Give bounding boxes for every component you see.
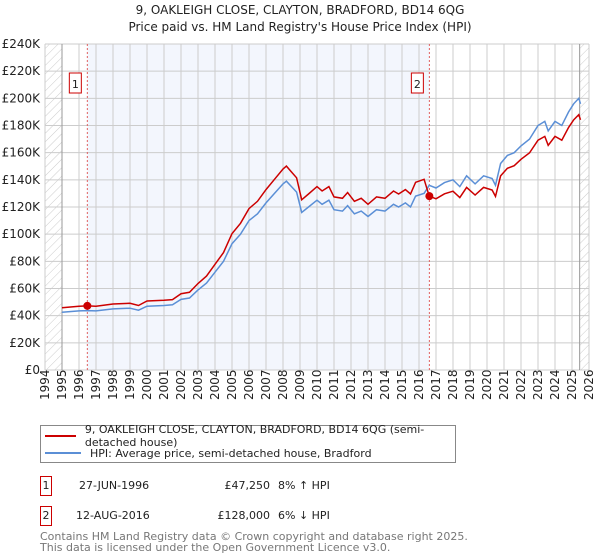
- sale-badge: 1: [40, 476, 52, 496]
- x-tick-label: 2021: [497, 369, 511, 400]
- sale-label: 1: [72, 78, 79, 91]
- x-tick-label: 2010: [310, 369, 324, 400]
- x-tick-label: 2013: [361, 369, 375, 400]
- x-tick-label: 1996: [72, 369, 86, 400]
- x-tick-label: 1997: [89, 369, 103, 400]
- legend-swatch-red: [45, 435, 76, 437]
- legend-label: HPI: Average price, semi-detached house,…: [90, 446, 372, 460]
- x-tick-label: 2001: [157, 369, 171, 400]
- legend-swatch-blue: [45, 452, 81, 454]
- x-tick-label: 2002: [174, 369, 188, 400]
- y-tick-label: £80K: [9, 254, 41, 268]
- sale-price: £47,250: [224, 479, 271, 492]
- x-tick-label: 2019: [463, 369, 477, 400]
- x-tick-label: 2026: [582, 369, 596, 400]
- x-tick-label: 2014: [378, 369, 392, 400]
- sale-row-1: 1 27-JUN-1996 £47,250 8% ↑ HPI: [40, 476, 600, 496]
- x-tick-label: 2015: [395, 369, 409, 400]
- hpi-line: [61, 96, 582, 314]
- price-chart: 1994 1995 1996 1997 1998 1999 2000 2001 2002 2003…: [2, 37, 596, 400]
- x-tick-label: 1995: [55, 369, 69, 400]
- legend-item-property: 9, OAKLEIGH CLOSE, CLAYTON, BRADFORD, BD…: [45, 423, 455, 449]
- chart-legend: 9, OAKLEIGH CLOSE, CLAYTON, BRADFORD, BD…: [40, 423, 456, 463]
- footer-line: Contains HM Land Registry data © Crown c…: [40, 530, 468, 543]
- sale-point: [425, 192, 434, 201]
- x-tick-label: 2003: [191, 369, 205, 400]
- x-tick-label: 1994: [38, 369, 52, 400]
- sale-date: 27-JUN-1996: [79, 479, 150, 492]
- y-tick-label: £120K: [2, 200, 42, 214]
- y-tick-label: £240K: [2, 37, 42, 51]
- x-tick-label: 2005: [225, 369, 239, 400]
- x-tick-label: 2023: [531, 369, 545, 400]
- x-tick-label: 1998: [106, 369, 120, 400]
- x-tick-label: 2000: [140, 369, 154, 400]
- x-tick-label: 2025: [565, 369, 579, 400]
- y-tick-label: £160K: [2, 146, 42, 160]
- y-tick-label: £140K: [2, 173, 42, 187]
- y-tick-label: £200K: [2, 91, 42, 105]
- legend-label: 9, OAKLEIGH CLOSE, CLAYTON, BRADFORD, BD…: [84, 423, 425, 449]
- y-tick-label: £180K: [2, 119, 42, 133]
- property-price-line: [61, 113, 582, 309]
- sale-price: £128,000: [217, 509, 271, 522]
- footer: Contains HM Land Registry data © Crown c…: [40, 531, 468, 553]
- y-tick-label: £60K: [9, 282, 41, 296]
- sale-date: 12-AUG-2016: [76, 509, 150, 522]
- y-tick-label: £0: [25, 363, 40, 377]
- x-tick-label: 2017: [429, 369, 443, 400]
- x-tick-label: 2012: [344, 369, 358, 400]
- x-tick-label: 2024: [548, 369, 562, 400]
- y-tick-label: £220K: [2, 64, 42, 78]
- x-tick-label: 2008: [276, 369, 290, 400]
- x-tick-label: 2004: [208, 369, 222, 400]
- sale-label-box: [410, 72, 424, 94]
- x-tick-label: 2018: [446, 369, 460, 400]
- chart-subtitle: Price paid vs. HM Land Registry's House …: [128, 20, 472, 34]
- x-tick-label: 1999: [123, 369, 137, 400]
- x-tick-label: 2006: [242, 369, 256, 400]
- sale-badge: 2: [40, 506, 52, 526]
- legend-item-hpi: HPI: Average price, semi-detached house,…: [45, 445, 372, 461]
- x-tick-label: 2007: [259, 369, 273, 400]
- x-tick-label: 2011: [327, 369, 341, 400]
- footer-line: This data is licensed under the Open Gov…: [40, 541, 391, 554]
- x-tick-label: 2016: [412, 369, 426, 400]
- sale-row-2: 2 12-AUG-2016 £128,000 6% ↓ HPI: [40, 506, 600, 526]
- sale-label: 2: [414, 78, 421, 91]
- sale-point: [83, 301, 92, 310]
- chart-title: 9, OAKLEIGH CLOSE, CLAYTON, BRADFORD, BD…: [135, 3, 465, 17]
- y-tick-label: £100K: [2, 227, 42, 241]
- x-tick-label: 2020: [480, 369, 494, 400]
- sale-label-box: [68, 72, 82, 94]
- x-tick-label: 2009: [293, 369, 307, 400]
- y-tick-label: £20K: [9, 336, 41, 350]
- y-tick-label: £40K: [9, 309, 41, 323]
- sale-delta: 8% ↑ HPI: [278, 479, 330, 492]
- sale-delta: 6% ↓ HPI: [278, 509, 330, 522]
- x-tick-label: 2022: [514, 369, 528, 400]
